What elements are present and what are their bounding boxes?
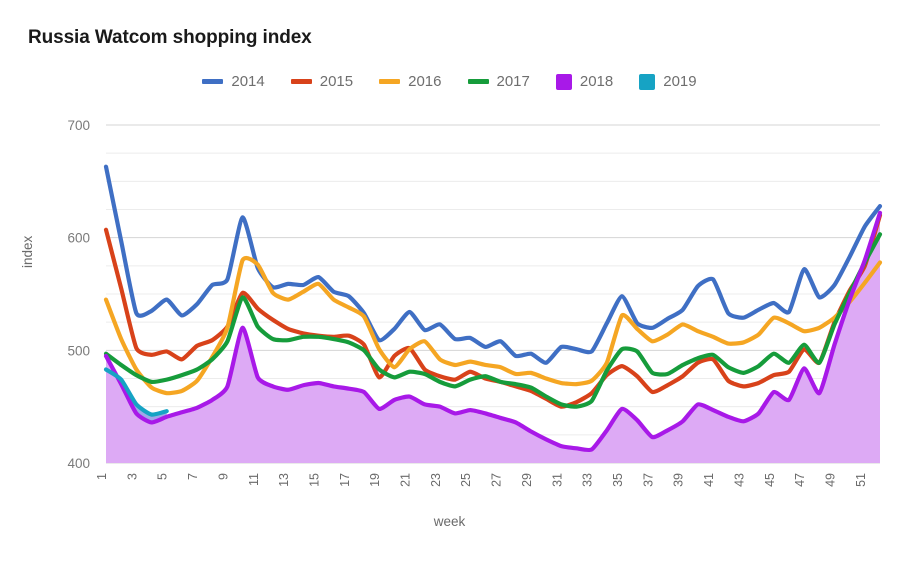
x-tick-27: 27 — [490, 473, 504, 487]
legend-label-2017: 2017 — [496, 73, 530, 90]
series-lines — [103, 164, 883, 453]
x-tick-43: 43 — [732, 473, 746, 487]
y-tick-400: 400 — [67, 456, 90, 471]
legend-label-2018: 2018 — [579, 73, 614, 90]
legend-item-2015[interactable]: 2015 — [290, 73, 354, 90]
x-tick-47: 47 — [793, 473, 807, 487]
legend-swatch-2014 — [202, 79, 224, 84]
area-2018 — [106, 212, 880, 463]
x-tick-23: 23 — [429, 473, 443, 487]
x-tick-45: 45 — [763, 473, 777, 487]
line-2016 — [103, 255, 883, 396]
legend-item-2019[interactable]: 2019 — [639, 73, 697, 90]
x-tick-49: 49 — [823, 473, 837, 487]
x-tick-7: 7 — [186, 473, 200, 480]
x-tick-3: 3 — [125, 473, 139, 480]
x-tick-37: 37 — [641, 473, 655, 487]
x-tick-51: 51 — [854, 473, 868, 487]
legend-swatch-2016 — [379, 79, 401, 84]
x-tick-33: 33 — [581, 473, 595, 487]
x-tick-21: 21 — [399, 473, 413, 487]
legend-item-2014[interactable]: 2014 — [202, 73, 265, 90]
chart-legend: 2014 2015 2016 2017 2018 2019 — [0, 73, 899, 90]
x-tick-5: 5 — [156, 473, 170, 480]
legend-swatch-2019 — [639, 73, 656, 90]
legend-item-2016[interactable]: 2016 — [379, 73, 442, 90]
legend-item-2017[interactable]: 2017 — [467, 73, 530, 90]
y-tick-500: 500 — [67, 343, 90, 358]
x-tick-1: 1 — [95, 473, 109, 480]
x-axis-tick-labels: 1 3 5 7 9 11 13 15 17 19 21 23 25 27 29 31 33 35 37 39 41 43 4… — [95, 473, 868, 487]
x-tick-19: 19 — [368, 473, 382, 487]
y-axis-title: index — [20, 235, 35, 268]
x-tick-25: 25 — [459, 473, 473, 487]
legend-swatch-2018 — [555, 73, 572, 90]
legend-swatch-2015 — [290, 79, 312, 84]
x-tick-13: 13 — [277, 473, 291, 487]
x-tick-41: 41 — [702, 473, 716, 487]
x-tick-17: 17 — [338, 473, 352, 487]
x-tick-9: 9 — [216, 473, 230, 480]
legend-label-2015: 2015 — [319, 73, 354, 90]
legend-label-2016: 2016 — [408, 73, 442, 90]
x-tick-11: 11 — [247, 473, 261, 486]
legend-item-2018[interactable]: 2018 — [555, 73, 614, 90]
line-2018 — [103, 210, 883, 453]
x-tick-39: 39 — [672, 473, 686, 487]
x-tick-35: 35 — [611, 473, 625, 487]
line-2014 — [103, 164, 883, 365]
legend-swatch-2017 — [467, 79, 489, 84]
x-tick-15: 15 — [307, 473, 321, 487]
x-tick-29: 29 — [520, 473, 534, 487]
line-2019 — [103, 367, 169, 417]
line-2017 — [103, 232, 883, 409]
x-tick-31: 31 — [550, 473, 564, 487]
chart-title: Russia Watcom shopping index — [28, 27, 312, 48]
y-tick-600: 600 — [67, 231, 90, 246]
legend-label-2019: 2019 — [663, 73, 697, 90]
x-axis-title: week — [433, 514, 466, 529]
legend-label-2014: 2014 — [231, 73, 265, 90]
y-tick-700: 700 — [67, 118, 90, 133]
y-axis-tick-labels: 400 500 600 700 — [67, 118, 90, 471]
